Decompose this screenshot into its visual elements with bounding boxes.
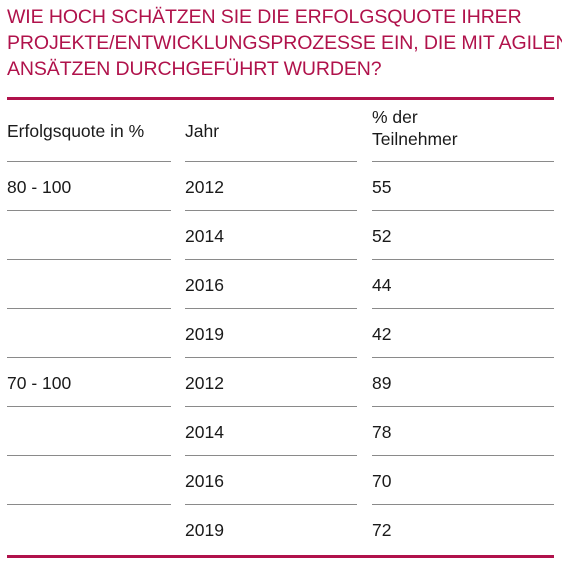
cell-value: 44 bbox=[372, 275, 392, 295]
cell-range: 70 - 100 bbox=[7, 373, 72, 393]
cell-year: 2019 bbox=[185, 324, 224, 344]
cell-year: 2019 bbox=[185, 520, 224, 540]
table-row: 80 - 100 2012 55 bbox=[0, 162, 562, 211]
row-divider bbox=[185, 455, 357, 456]
row-divider bbox=[7, 161, 171, 162]
row-divider bbox=[185, 504, 357, 505]
row-divider bbox=[7, 259, 171, 260]
row-divider bbox=[185, 259, 357, 260]
row-divider bbox=[185, 161, 357, 162]
cell-year: 2016 bbox=[185, 275, 224, 295]
table-row: 70 - 100 2012 89 bbox=[0, 358, 562, 407]
row-divider bbox=[372, 406, 554, 407]
cell-value: 70 bbox=[372, 471, 392, 491]
header-teilnehmer: % der Teilnehmer bbox=[372, 106, 458, 150]
row-divider bbox=[7, 210, 171, 211]
title-line-2: PROJEKTE/ENTWICKLUNGSPROZESSE EIN, DIE M… bbox=[7, 32, 562, 54]
header-jahr: Jahr bbox=[185, 121, 220, 141]
cell-year: 2014 bbox=[185, 422, 224, 442]
table-row: 2014 78 bbox=[0, 407, 562, 456]
title-line-3: ANSÄTZEN DURCHGEFÜHRT WURDEN? bbox=[7, 58, 382, 80]
cell-range: 80 - 100 bbox=[7, 177, 72, 197]
row-divider bbox=[372, 357, 554, 358]
row-divider bbox=[7, 406, 171, 407]
cell-value: 72 bbox=[372, 520, 392, 540]
row-divider bbox=[372, 308, 554, 309]
row-divider bbox=[7, 308, 171, 309]
row-divider bbox=[185, 308, 357, 309]
table-row: 2019 72 bbox=[0, 505, 562, 554]
row-divider bbox=[7, 455, 171, 456]
cell-year: 2016 bbox=[185, 471, 224, 491]
cell-value: 42 bbox=[372, 324, 392, 344]
cell-value: 78 bbox=[372, 422, 392, 442]
header-teilnehmer-line-2: Teilnehmer bbox=[372, 129, 458, 149]
table-row: 2016 70 bbox=[0, 456, 562, 505]
cell-value: 89 bbox=[372, 373, 392, 393]
cell-year: 2012 bbox=[185, 177, 224, 197]
table-header-row: Erfolgsquote in % Jahr % der Teilnehmer bbox=[0, 100, 562, 162]
cell-year: 2014 bbox=[185, 226, 224, 246]
cell-year: 2012 bbox=[185, 373, 224, 393]
cell-value: 52 bbox=[372, 226, 392, 246]
row-divider bbox=[185, 210, 357, 211]
row-divider bbox=[372, 210, 554, 211]
table-row: 2016 44 bbox=[0, 260, 562, 309]
page-title: WIE HOCH SCHÄTZEN SIE DIE ERFOLGSQUOTE I… bbox=[7, 4, 562, 82]
cell-value: 55 bbox=[372, 177, 392, 197]
row-divider bbox=[372, 504, 554, 505]
row-divider bbox=[372, 455, 554, 456]
table-row: 2014 52 bbox=[0, 211, 562, 260]
header-teilnehmer-line-1: % der bbox=[372, 107, 418, 127]
header-erfolgsquote: Erfolgsquote in % bbox=[7, 121, 145, 141]
table-top-rule bbox=[7, 97, 554, 100]
row-divider bbox=[185, 406, 357, 407]
row-divider bbox=[372, 259, 554, 260]
row-divider bbox=[372, 161, 554, 162]
row-divider bbox=[7, 357, 171, 358]
results-table: Erfolgsquote in % Jahr % der Teilnehmer … bbox=[0, 100, 562, 554]
row-divider bbox=[7, 504, 171, 505]
table-row: 2019 42 bbox=[0, 309, 562, 358]
row-divider bbox=[185, 357, 357, 358]
title-line-1: WIE HOCH SCHÄTZEN SIE DIE ERFOLGSQUOTE I… bbox=[7, 6, 522, 28]
table-bottom-rule bbox=[7, 555, 554, 558]
